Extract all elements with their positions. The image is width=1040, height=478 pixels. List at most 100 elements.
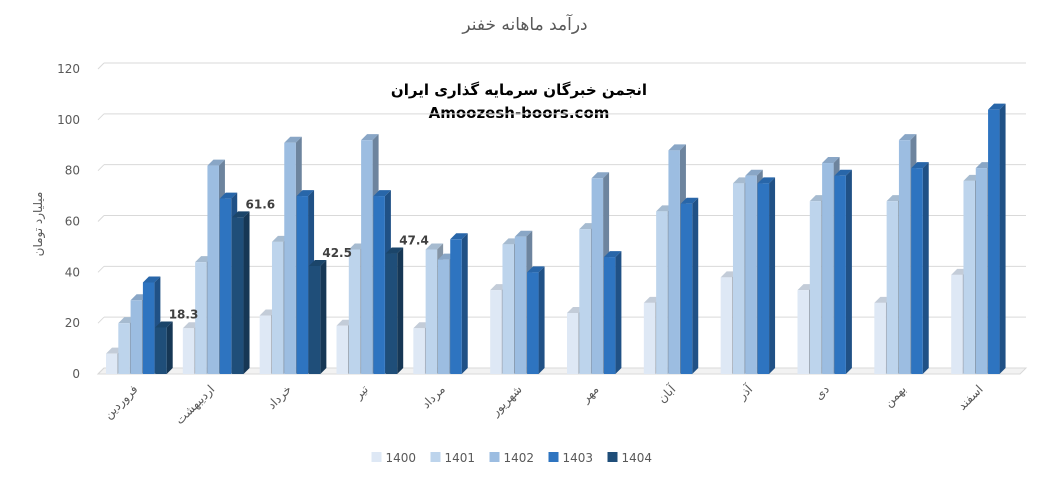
gridline-depth [97,164,105,172]
bar-top [361,134,379,141]
bar-top [514,230,533,237]
bar-side [166,321,173,374]
bar-side [243,211,250,374]
legend-label: 1402 [504,451,535,465]
bar-side [692,197,699,374]
bar [207,165,219,374]
bar [834,175,846,374]
bar [361,140,373,374]
bar [106,353,118,374]
x-tick-label: دی [812,382,832,402]
bar-top [591,172,610,179]
bar-top [308,259,327,266]
bar-side [320,259,327,374]
bar-side [538,266,545,374]
bar-group [643,144,699,374]
legend-swatch [489,452,500,462]
watermark-line1: انجمن خبرگان سرمایه گذاری ایران [391,81,647,99]
gridlines [96,62,1028,375]
bar-top [988,103,1006,110]
x-tick-label: بهمن [881,382,909,410]
bar [450,239,462,374]
bar [732,183,745,374]
x-tick-label: مهر [578,382,602,406]
watermark-line2: Amoozesh-boors.com [429,104,610,122]
bar-side [461,233,468,374]
y-tick-label: 80 [65,164,80,178]
bars [106,103,1006,375]
y-tick-label: 0 [72,367,80,381]
x-tick-label: آبان [654,381,679,406]
bar [385,253,398,374]
bar [886,201,899,374]
chart-title: درآمد ماهانه خفنر [461,13,587,35]
bar [514,236,527,374]
x-tick-label: خرداد [264,382,294,412]
bar [142,282,155,374]
bar-top [450,233,468,240]
bar-side [397,247,404,374]
legend: 1400 1401 1402 1403 1404 [371,451,652,465]
bar [668,150,680,374]
legend-item: 1400 [371,451,416,465]
bar-side [769,177,776,374]
legend-item: 1403 [548,451,593,465]
bar-top [219,192,238,199]
legend-label: 1401 [445,451,476,465]
bar-top [757,177,776,184]
bar [413,328,425,374]
bar-top [385,247,404,254]
x-tick-label: مرداد [419,382,449,412]
bar [720,277,733,374]
bar [911,168,923,374]
bar-group [182,159,250,374]
bar-group [951,103,1006,375]
x-tick-label: تیر [351,382,372,403]
bar [195,262,207,374]
legend-swatch [430,452,441,462]
bar-side [845,169,852,374]
bar-top [232,211,250,218]
bar [898,140,911,374]
data-label: 61.6 [246,197,276,211]
bar [591,178,604,374]
bar-group [106,276,173,374]
bar [757,183,770,374]
bar-top [745,169,763,176]
data-label: 47.4 [399,234,429,248]
bar [656,211,668,374]
bar [680,203,693,374]
data-label: 18.3 [169,307,199,321]
bar-top [822,157,840,164]
bar-group [567,172,622,374]
bar-group [797,157,852,374]
y-tick-label: 20 [65,316,80,330]
data-label: 42.5 [322,246,352,260]
bar [296,196,309,374]
bar [745,175,757,374]
legend-swatch [371,452,382,462]
bar-group [259,136,327,374]
bar [809,201,822,374]
bar-top [155,321,173,328]
bar [502,244,514,374]
legend-item: 1404 [607,451,652,465]
bar-group [336,134,404,374]
legend-swatch [548,452,559,462]
y-axis-ticks: 0 20 40 60 80 100 120 [57,62,80,381]
bar-top [207,159,225,166]
y-tick-label: 60 [65,215,80,229]
bar [336,325,348,374]
bar-top [668,144,686,151]
bar-top [603,251,622,258]
bar [603,257,616,374]
gridline-depth [97,367,105,375]
bar [527,272,539,374]
bar-top [296,190,315,197]
bar [643,302,656,374]
bar [130,300,143,374]
bar [232,217,244,374]
x-tick-label: آذر [734,381,757,404]
y-tick-label: 120 [57,62,80,76]
bar [284,142,296,374]
